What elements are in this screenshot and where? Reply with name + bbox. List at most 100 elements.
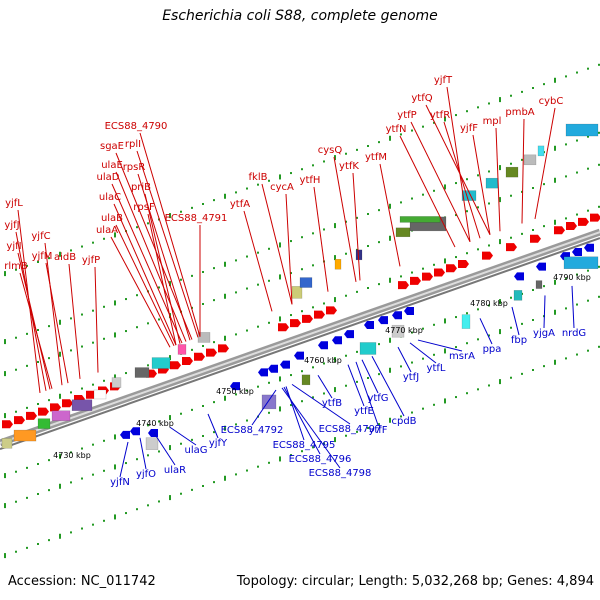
forward-gene-arrow [218,344,229,353]
tick-mark [378,343,380,346]
gene-block [563,256,599,270]
tick-mark [257,385,259,388]
tick-mark [125,512,127,515]
tick-mark [444,258,446,264]
tick-mark [301,268,303,271]
tick-mark [246,469,248,472]
tick-mark [268,381,270,384]
reverse-gene-arrow [404,306,414,315]
forward-gene-arrow [422,272,433,281]
tick-mark [378,423,380,426]
tick-mark [125,372,127,375]
tick-mark [345,152,347,155]
tick-mark [279,316,281,322]
tick-mark [587,209,589,212]
forward-gene-label: priB [131,182,151,193]
tick-mark [576,171,578,174]
tick-mark [92,443,94,446]
tick-mark [554,309,556,315]
reverse-gene-label: ECS88_4797 [319,424,382,435]
tick-mark [147,222,149,225]
tick-mark [356,350,358,353]
tick-mark [180,492,182,495]
reverse-gene-label: ulaG [185,445,208,456]
tick-mark [565,175,567,178]
tick-mark [345,434,347,437]
tick-mark [15,470,17,473]
tick-mark [290,272,292,275]
tick-mark [48,489,50,492]
tick-mark [543,183,545,186]
tick-mark [202,484,204,487]
tick-mark [191,348,193,351]
reverse-gene-arrow [514,272,524,281]
tick-mark [213,199,215,202]
tick-mark [224,261,226,267]
forward-gene-label: rpsF [133,202,155,213]
tick-mark [400,275,402,278]
tick-mark [499,165,501,171]
forward-gene-arrow [566,222,577,231]
tick-mark [334,155,336,161]
tick-mark [290,240,292,243]
tick-mark [136,294,138,297]
tick-mark [4,339,6,345]
tick-mark [400,365,402,368]
tick-mark [554,77,556,83]
tick-mark [345,354,347,357]
tick-mark [356,290,358,293]
tick-mark [158,286,160,289]
tick-mark [158,318,160,321]
tick-mark [598,265,600,268]
tick-mark [510,162,512,165]
tick-mark [202,302,204,305]
tick-mark [477,308,479,311]
forward-gene-arrow [2,420,13,429]
tick-mark [334,437,336,443]
tick-mark [367,286,369,289]
forward-leader-line [352,172,361,281]
tick-mark [433,121,435,124]
forward-leader-line [44,242,63,386]
tick-mark [169,495,171,501]
forward-gene-arrow [290,319,301,328]
tick-mark [488,170,490,173]
tick-mark [477,338,479,341]
tick-mark [180,412,182,415]
tick-mark [70,249,72,252]
tick-mark [422,125,424,128]
reverse-gene-arrow [294,351,304,360]
forward-leader-line [136,150,199,338]
tick-mark [477,106,479,109]
tick-mark [334,357,336,363]
tick-mark [103,379,105,382]
reverse-gene-label: ECS88_4798 [309,468,372,479]
tick-mark [15,410,17,413]
tick-mark [312,264,314,267]
tick-mark [587,135,589,138]
forward-leader-line [147,213,177,346]
tick-mark [312,306,314,309]
forward-gene-label: ECS88_4790 [105,121,168,132]
gene-block [37,418,51,429]
tick-mark [70,451,72,454]
tick-mark [81,345,83,348]
tick-mark [345,294,347,297]
gene-block [51,410,71,421]
tick-mark [466,252,468,255]
tick-mark [114,514,116,520]
tick-mark [136,458,138,461]
tick-mark [499,299,501,305]
forward-leader-line [410,121,471,243]
tick-mark [125,298,127,301]
tick-mark [554,145,556,151]
tick-mark [323,362,325,365]
tick-mark [268,461,270,464]
reverse-leader-line [153,432,176,466]
tick-mark [466,110,468,113]
forward-gene-label: ECS88_4791 [165,213,228,224]
tick-mark [455,316,457,319]
tick-mark [257,283,259,286]
forward-gene-arrow [314,310,325,319]
tick-mark [268,321,270,324]
